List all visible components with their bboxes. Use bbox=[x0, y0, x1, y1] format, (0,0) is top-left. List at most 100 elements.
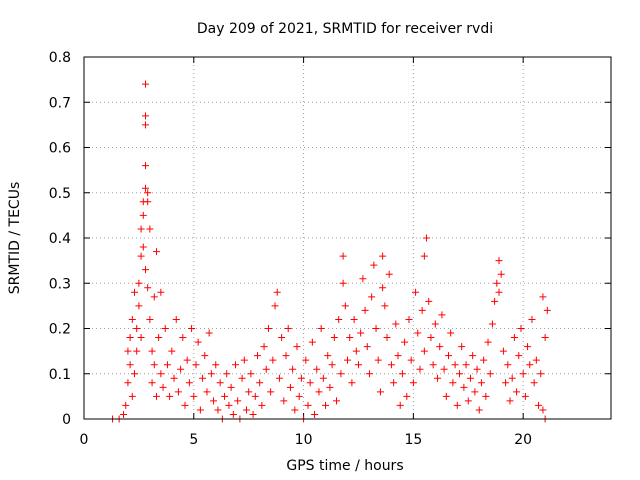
data-point bbox=[163, 361, 171, 369]
x-tick-label: 15 bbox=[404, 432, 422, 448]
data-point bbox=[339, 252, 347, 260]
data-point bbox=[168, 347, 176, 355]
data-point bbox=[144, 189, 152, 197]
data-point bbox=[524, 343, 532, 351]
data-point bbox=[152, 392, 160, 400]
data-point bbox=[267, 388, 275, 396]
data-point bbox=[124, 379, 132, 387]
y-tick-label: 0.8 bbox=[49, 50, 71, 66]
data-point bbox=[330, 334, 338, 342]
data-point bbox=[297, 374, 305, 382]
data-point bbox=[203, 388, 211, 396]
data-point bbox=[253, 352, 261, 360]
x-tick-label: 0 bbox=[80, 432, 89, 448]
data-point bbox=[423, 234, 431, 242]
data-point bbox=[458, 343, 466, 351]
data-point bbox=[135, 302, 143, 310]
data-point bbox=[427, 334, 435, 342]
data-point bbox=[170, 374, 178, 382]
data-point bbox=[144, 198, 152, 206]
data-point bbox=[383, 334, 391, 342]
data-point bbox=[141, 80, 149, 88]
y-tick-label: 0.3 bbox=[49, 276, 71, 292]
data-point bbox=[374, 356, 382, 364]
data-point bbox=[372, 325, 380, 332]
data-point bbox=[131, 370, 139, 378]
data-point bbox=[539, 406, 547, 414]
data-point bbox=[126, 361, 134, 369]
data-point bbox=[188, 325, 196, 332]
data-point bbox=[152, 248, 160, 256]
data-point bbox=[354, 361, 362, 369]
data-point bbox=[141, 112, 149, 120]
data-point bbox=[359, 275, 367, 283]
data-point bbox=[229, 410, 237, 418]
data-point bbox=[416, 365, 424, 373]
data-point bbox=[273, 288, 281, 296]
data-point bbox=[221, 392, 229, 400]
data-point bbox=[122, 401, 130, 409]
data-point bbox=[238, 374, 246, 382]
data-point bbox=[403, 392, 411, 400]
data-point bbox=[148, 347, 156, 355]
y-tick-label: 0 bbox=[62, 412, 71, 428]
data-point bbox=[363, 343, 371, 351]
y-tick-label: 0.6 bbox=[49, 141, 71, 157]
x-axis-label: GPS time / hours bbox=[286, 458, 403, 474]
data-point bbox=[139, 243, 147, 251]
x-tick-label: 10 bbox=[295, 432, 313, 448]
data-point bbox=[521, 392, 529, 400]
data-point bbox=[535, 401, 543, 409]
data-point bbox=[139, 211, 147, 219]
data-point bbox=[532, 356, 540, 364]
data-point bbox=[275, 374, 283, 382]
data-point bbox=[194, 338, 202, 346]
data-point bbox=[429, 361, 437, 369]
data-point bbox=[537, 370, 545, 378]
x-tick-label: 20 bbox=[514, 432, 532, 448]
data-point bbox=[376, 388, 384, 396]
plot-frame bbox=[83, 56, 612, 420]
data-point bbox=[488, 320, 496, 328]
data-point bbox=[539, 293, 547, 301]
data-point bbox=[166, 392, 174, 400]
data-point bbox=[326, 383, 334, 391]
data-point bbox=[365, 370, 373, 378]
data-point bbox=[519, 370, 527, 378]
data-point bbox=[247, 370, 255, 378]
data-point bbox=[317, 325, 325, 332]
x-tick-label: 5 bbox=[189, 432, 198, 448]
data-point bbox=[210, 397, 218, 405]
data-point bbox=[385, 270, 393, 278]
data-point bbox=[469, 352, 477, 360]
data-point bbox=[357, 329, 365, 337]
data-point bbox=[368, 293, 376, 301]
data-point bbox=[484, 338, 492, 346]
data-point bbox=[335, 315, 343, 323]
grid-layer bbox=[84, 57, 611, 419]
data-point bbox=[201, 352, 209, 360]
tick-layer: 0 0.1 0.2 0.3 0.4 0.5 0.6 0.7 0.8 0 5 10 15 20 bbox=[49, 50, 611, 448]
data-point bbox=[499, 347, 507, 355]
data-point bbox=[477, 379, 485, 387]
data-point bbox=[304, 401, 312, 409]
data-point bbox=[177, 365, 185, 373]
data-point bbox=[240, 356, 248, 364]
data-point bbox=[453, 401, 461, 409]
data-point bbox=[192, 361, 200, 369]
data-point bbox=[436, 343, 444, 351]
data-point bbox=[278, 334, 286, 342]
data-point bbox=[282, 352, 290, 360]
data-point bbox=[409, 379, 417, 387]
data-point bbox=[196, 406, 204, 414]
data-point bbox=[214, 406, 222, 414]
data-point bbox=[379, 252, 387, 260]
data-point bbox=[144, 284, 152, 292]
data-point bbox=[486, 370, 494, 378]
data-point bbox=[128, 392, 136, 400]
data-point bbox=[407, 356, 415, 364]
data-point bbox=[350, 315, 358, 323]
y-tick-label: 0.2 bbox=[49, 322, 71, 338]
data-point bbox=[515, 352, 523, 360]
data-point bbox=[495, 257, 503, 265]
